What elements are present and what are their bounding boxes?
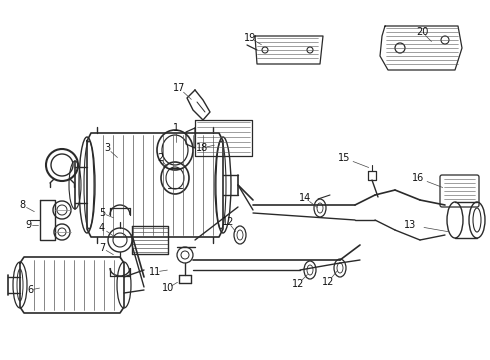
Text: 19: 19 [244, 33, 256, 43]
Text: 20: 20 [416, 27, 428, 37]
Text: 12: 12 [322, 277, 334, 287]
Text: 15: 15 [338, 153, 350, 163]
Text: 1: 1 [173, 123, 179, 133]
Text: 12: 12 [222, 217, 234, 227]
Text: 14: 14 [299, 193, 311, 203]
Text: 4: 4 [99, 223, 105, 233]
Text: 6: 6 [27, 285, 33, 295]
Text: 7: 7 [99, 243, 105, 253]
Text: 17: 17 [173, 83, 185, 93]
Text: 16: 16 [412, 173, 424, 183]
Text: 18: 18 [196, 143, 208, 153]
Text: 3: 3 [104, 143, 110, 153]
Text: 13: 13 [404, 220, 416, 230]
Text: 11: 11 [149, 267, 161, 277]
Text: 2: 2 [157, 153, 163, 163]
Text: 9: 9 [25, 220, 31, 230]
Text: 10: 10 [162, 283, 174, 293]
Text: 12: 12 [292, 279, 304, 289]
Text: 8: 8 [19, 200, 25, 210]
Text: 5: 5 [99, 208, 105, 218]
